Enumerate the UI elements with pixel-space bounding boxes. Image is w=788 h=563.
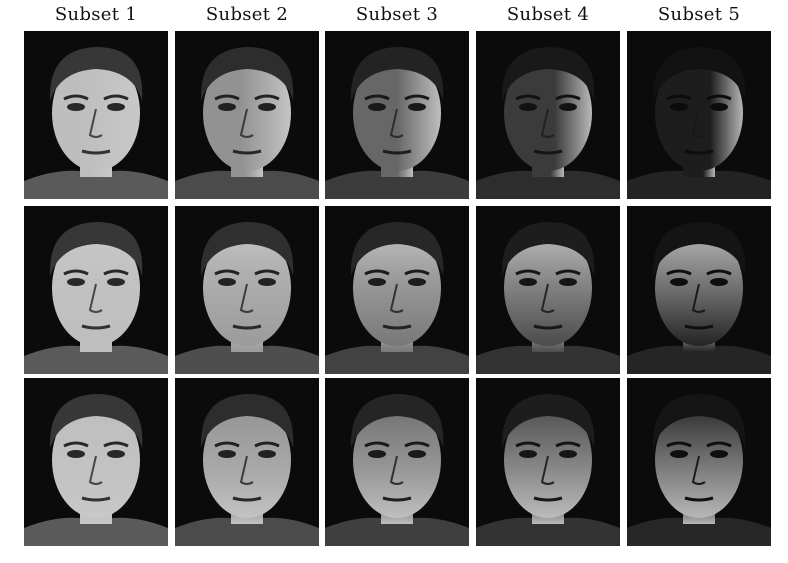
column-title-subset-4: Subset 4	[506, 4, 590, 25]
column-title-subset-2: Subset 2	[205, 4, 289, 25]
face-image-r2-c2	[175, 206, 319, 374]
face-image-r3-c2	[175, 378, 319, 546]
column-title-subset-5: Subset 5	[657, 4, 741, 25]
face-image-r1-c3	[325, 31, 469, 199]
face-image-r3-c4	[476, 378, 620, 546]
face-image-r1-c1	[24, 31, 168, 199]
column-headers: Subset 1 Subset 2 Subset 3 Subset 4 Subs…	[0, 0, 788, 30]
column-title-subset-1: Subset 1	[54, 4, 138, 25]
face-image-r3-c1	[24, 378, 168, 546]
face-image-r3-c3	[325, 378, 469, 546]
face-image-r3-c5	[627, 378, 771, 546]
face-image-r1-c2	[175, 31, 319, 199]
column-title-subset-3: Subset 3	[355, 4, 439, 25]
face-image-r2-c4	[476, 206, 620, 374]
face-image-r2-c5	[627, 206, 771, 374]
face-image-r2-c1	[24, 206, 168, 374]
face-image-r1-c5	[627, 31, 771, 199]
face-image-r2-c3	[325, 206, 469, 374]
face-image-r1-c4	[476, 31, 620, 199]
